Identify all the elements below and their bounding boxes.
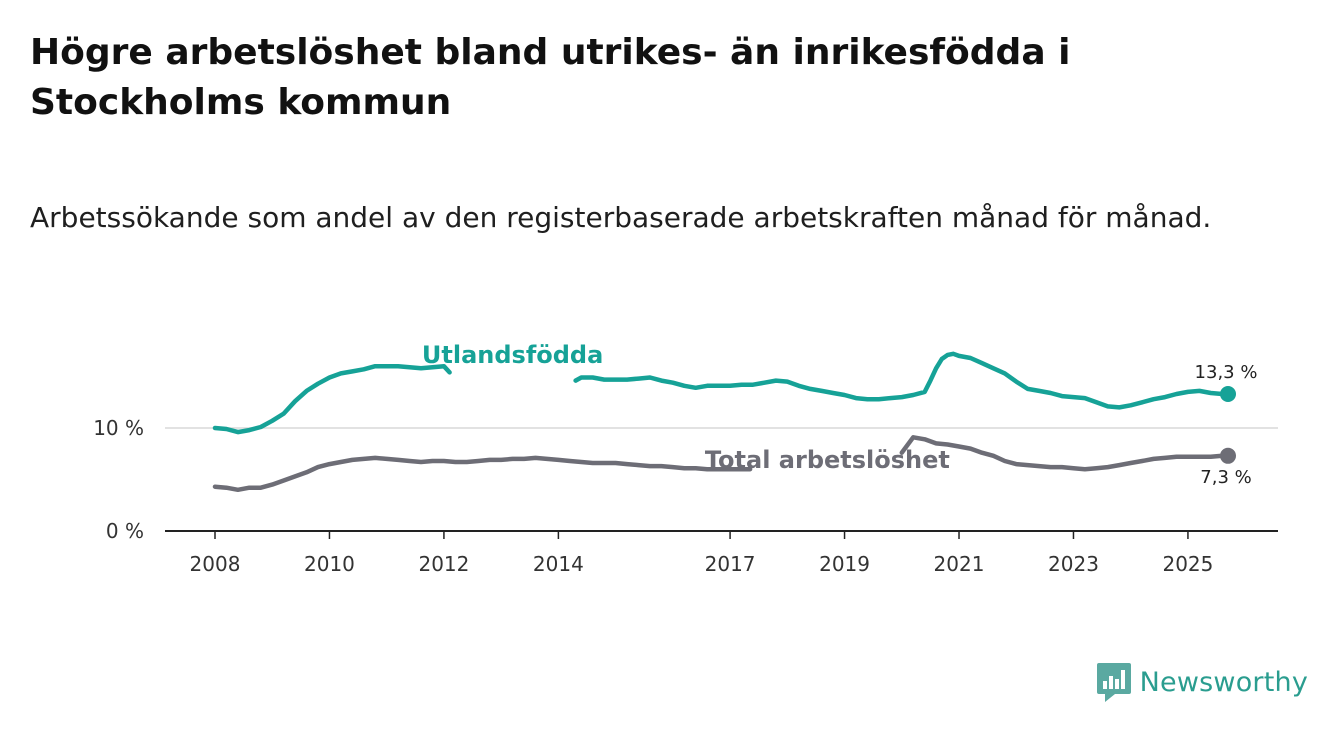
series-label-utlandsfodda: Utlandsfödda — [422, 341, 603, 369]
chart-title: Högre arbetslöshet bland utrikes- än inr… — [30, 32, 1071, 123]
series-line-utlandsfodda — [212, 363, 452, 435]
x-tick-label: 2025 — [1162, 552, 1213, 576]
x-tick-label: 2014 — [533, 552, 584, 576]
end-label-total: 7,3 % — [1200, 467, 1251, 488]
x-tick-label: 2023 — [1048, 552, 1099, 576]
x-tick-label: 2019 — [819, 552, 870, 576]
end-point-utlandsfodda — [1220, 386, 1236, 403]
x-tick-label: 2010 — [304, 552, 355, 576]
series-line-utlandsfodda — [573, 351, 1231, 410]
series-label-total: Total arbetslöshet — [705, 446, 950, 474]
newsworthy-logo-icon — [1096, 663, 1131, 702]
newsworthy-brand[interactable]: Newsworthy — [1096, 660, 1308, 704]
series-line-total — [899, 435, 1231, 472]
x-tick-label: 2008 — [190, 552, 241, 576]
series-line-total — [212, 455, 753, 493]
axes: 0 % 10 % 2008 2010 2012 2014 2017 2019 2021 2023 2… — [93, 416, 1278, 576]
x-tick-label: 2017 — [705, 552, 756, 576]
brand-name: Newsworthy — [1139, 666, 1308, 698]
series-lines — [212, 351, 1236, 493]
end-label-utlandsfodda: 13,3 % — [1195, 362, 1258, 383]
chart-labels: 13,3 % 7,3 % Utlandsfödda Total arbetslöshe… — [422, 341, 1258, 488]
end-point-total — [1220, 447, 1236, 464]
chart-subtitle: Arbetssökande som andel av den registerb… — [30, 201, 1212, 234]
x-tick-label: 2021 — [934, 552, 985, 576]
x-tick-label: 2012 — [418, 552, 469, 576]
y-tick-label: 0 % — [106, 519, 144, 543]
y-tick-label: 10 % — [93, 416, 144, 440]
